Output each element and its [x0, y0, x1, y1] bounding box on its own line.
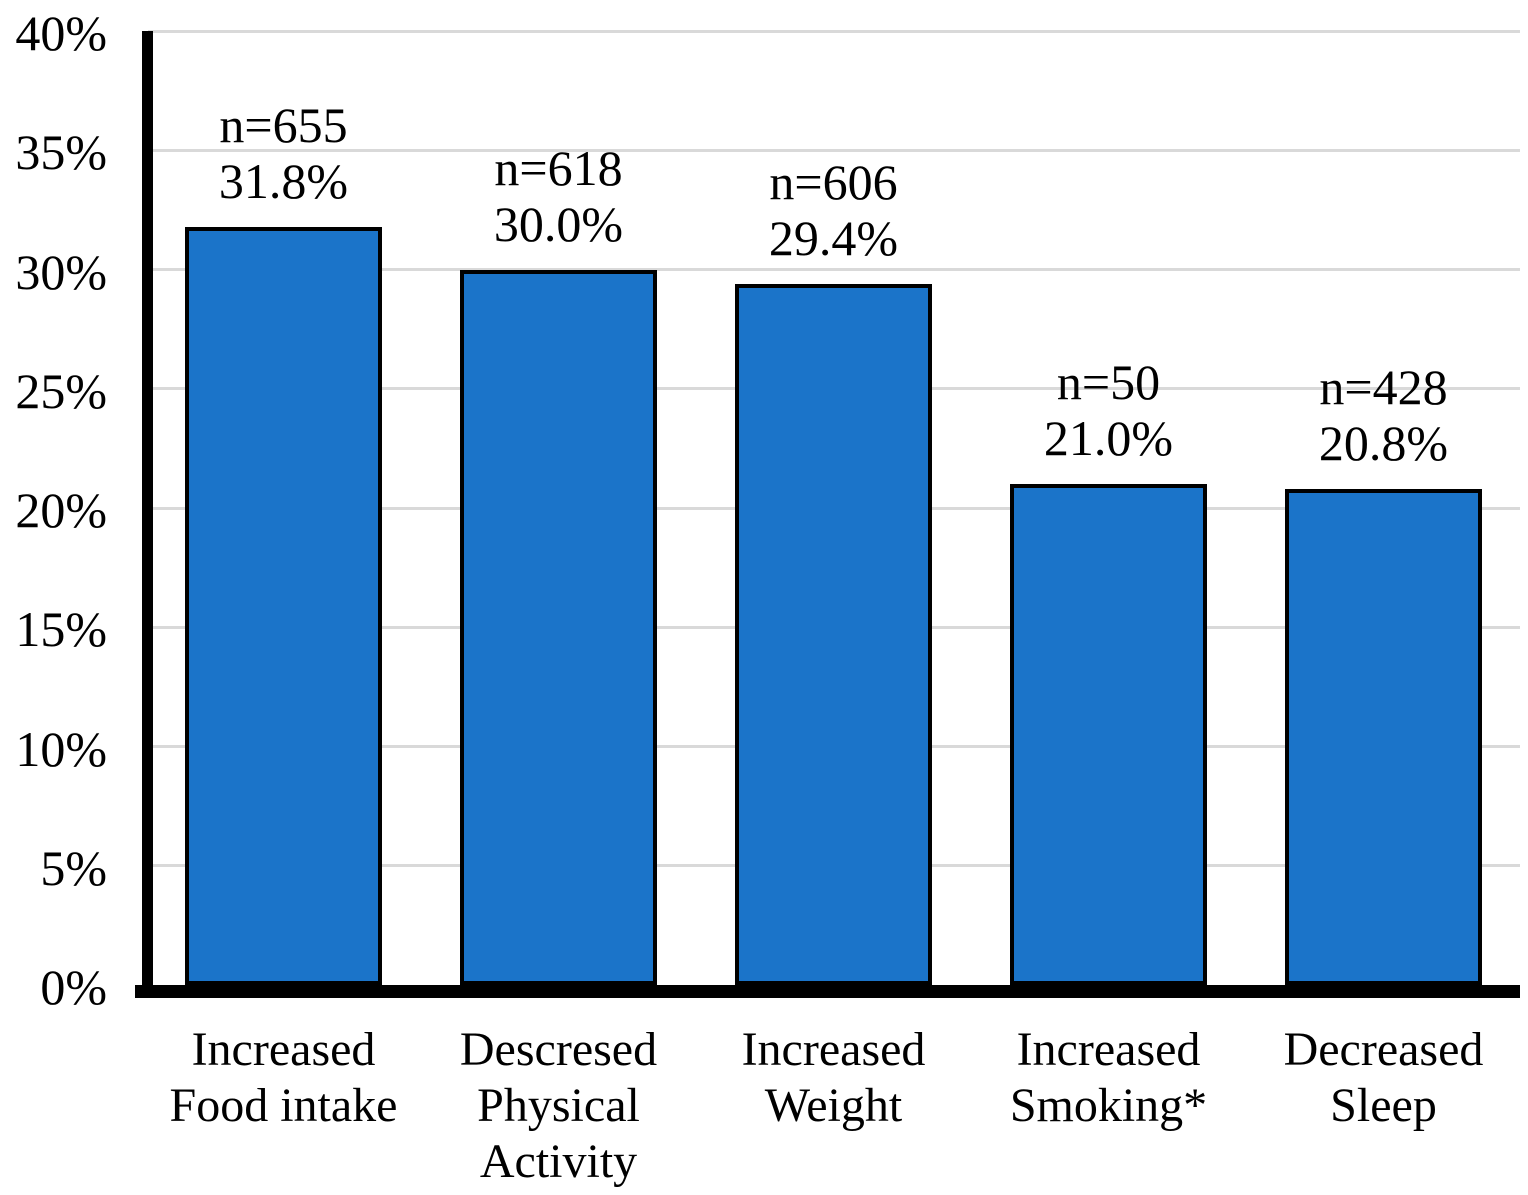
bar-decreased-sleep [1285, 488, 1482, 985]
bar-n-label: n=618 [494, 139, 623, 196]
category-label-line: Weight [764, 1079, 903, 1132]
bar-pct-label: 31.8% [218, 152, 349, 209]
bar-value-label-decreased-sleep: n=428 20.8% [1224, 359, 1528, 471]
y-axis-tick-label-30: 30% [15, 243, 107, 300]
category-label-line: Activity [479, 1135, 638, 1188]
bar-pct-label: 29.4% [768, 209, 899, 266]
y-axis-tick-label-25: 25% [15, 362, 107, 419]
category-label-increased-foodintake: Increased Food intake [124, 1022, 444, 1134]
category-label-increased-weight: Increased Weight [674, 1022, 994, 1134]
y-axis-tick-label-5: 5% [40, 839, 107, 896]
category-label-increased-smoking: Increased Smoking* [949, 1022, 1269, 1134]
bar-pct-label: 21.0% [1043, 410, 1174, 467]
bar-increased-foodintake [185, 226, 382, 985]
category-label-line: Smoking* [1009, 1079, 1208, 1132]
y-axis-tick-label-0: 0% [40, 959, 107, 1015]
category-label-decreased-sleep: Decreased Sleep [1224, 1022, 1528, 1134]
category-label-line: Increased [1016, 1023, 1201, 1076]
bar-descresed-physical-activity [460, 269, 657, 985]
bar-value-label-increased-smoking: n=50 21.0% [949, 354, 1269, 466]
bar-value-label-increased-foodintake: n=655 31.8% [124, 97, 444, 209]
category-label-line: Food intake [169, 1079, 398, 1132]
bar-n-label: n=428 [1319, 358, 1448, 415]
category-label-descresed-physical-activity: Descresed Physical Activity [399, 1022, 719, 1190]
bar-n-label: n=50 [1056, 354, 1161, 411]
bar-pct-label: 30.0% [493, 195, 624, 252]
bar-n-label: n=655 [219, 96, 348, 153]
category-label-line: Physical [477, 1079, 640, 1132]
gridline-35pct [148, 148, 1520, 152]
gridline-30pct [148, 268, 1520, 271]
category-label-line: Decreased [1283, 1023, 1484, 1076]
category-label-line: Sleep [1330, 1079, 1437, 1132]
gridline-40pct [148, 29, 1520, 33]
bar-n-label: n=606 [769, 153, 898, 210]
y-axis-tick-label-35: 35% [15, 124, 107, 181]
category-label-line: Descresed [459, 1023, 658, 1076]
y-axis-tick-label-15: 15% [15, 601, 107, 658]
bar-increased-weight [735, 283, 932, 985]
category-label-line: Increased [741, 1023, 926, 1076]
bar-value-label-increased-weight: n=606 29.4% [674, 154, 994, 266]
y-axis-tick-label-10: 10% [15, 720, 107, 777]
y-axis-line [142, 31, 153, 998]
bar-pct-label: 20.8% [1318, 414, 1449, 471]
y-axis-tick-label-40: 40% [15, 5, 107, 61]
y-axis-tick-label-20: 20% [15, 482, 107, 538]
bar-increased-smoking [1010, 484, 1207, 985]
category-label-line: Increased [191, 1023, 376, 1076]
x-axis-line [135, 985, 1520, 998]
bar-value-label-descresed-physical-activity: n=618 30.0% [399, 140, 719, 252]
